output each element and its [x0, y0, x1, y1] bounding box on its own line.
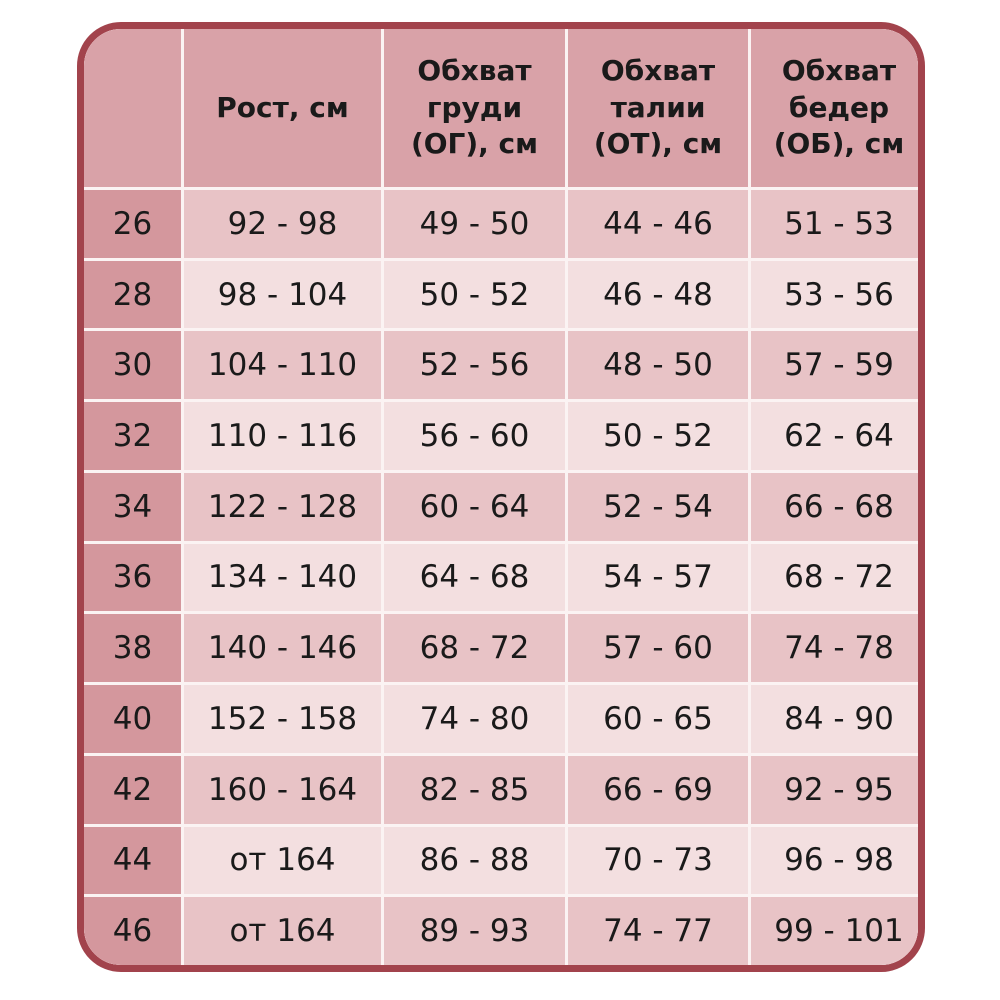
table-cell: 68 - 72 — [384, 614, 565, 683]
size-cell: 30 — [84, 331, 181, 400]
table-cell: 51 - 53 — [751, 190, 918, 258]
table-cell: 74 - 80 — [384, 685, 565, 753]
size-cell: 46 — [84, 897, 181, 965]
header-line: (ОБ), см — [773, 127, 905, 161]
table-cell: 68 - 72 — [751, 543, 918, 612]
table-cell: 110 - 116 — [184, 402, 381, 470]
size-cell: 34 — [84, 472, 181, 541]
size-cell: 38 — [84, 614, 181, 683]
table-cell: 104 - 110 — [184, 331, 381, 400]
size-cell: 44 — [84, 826, 181, 895]
header-line: Рост, см — [216, 90, 349, 124]
header-line: Обхват — [417, 54, 532, 88]
header-line: (ОГ), см — [410, 127, 539, 161]
table-cell: 48 - 50 — [568, 331, 748, 400]
table-cell: 62 - 64 — [751, 402, 918, 470]
table-cell: 92 - 98 — [184, 190, 381, 258]
header-corner — [84, 29, 181, 187]
table-cell: 54 - 57 — [568, 543, 748, 612]
table-cell: от 164 — [184, 897, 381, 965]
table-cell: 140 - 146 — [184, 614, 381, 683]
table-cell: 60 - 65 — [568, 685, 748, 753]
table-cell: 53 - 56 — [751, 260, 918, 329]
column-header: Рост, см — [184, 29, 381, 187]
table-cell: 134 - 140 — [184, 543, 381, 612]
table-cell: 44 - 46 — [568, 190, 748, 258]
table-cell: 52 - 56 — [384, 331, 565, 400]
column-header: Обхват груди (ОГ), см — [384, 29, 565, 187]
table-cell: 84 - 90 — [751, 685, 918, 753]
table-cell: 64 - 68 — [384, 543, 565, 612]
size-chart-frame: Рост, см Обхват груди (ОГ), см Обхват талии (О… — [77, 22, 925, 972]
column-header: Обхват талии (ОТ), см — [568, 29, 748, 187]
table-cell: 89 - 93 — [384, 897, 565, 965]
table-cell: 52 - 54 — [568, 472, 748, 541]
table-cell: 50 - 52 — [384, 260, 565, 329]
table-cell: 74 - 78 — [751, 614, 918, 683]
table-cell: 98 - 104 — [184, 260, 381, 329]
table-cell: 57 - 59 — [751, 331, 918, 400]
size-cell: 28 — [84, 260, 181, 329]
table-cell: 70 - 73 — [568, 826, 748, 895]
table-cell: 50 - 52 — [568, 402, 748, 470]
size-cell: 26 — [84, 190, 181, 258]
header-line: бедер — [788, 90, 890, 124]
size-cell: 40 — [84, 685, 181, 753]
table-cell: 122 - 128 — [184, 472, 381, 541]
table-cell: 74 - 77 — [568, 897, 748, 965]
size-table: Рост, см Обхват груди (ОГ), см Обхват талии (О… — [84, 29, 918, 965]
size-cell: 32 — [84, 402, 181, 470]
size-cell: 42 — [84, 755, 181, 824]
size-cell: 36 — [84, 543, 181, 612]
header-line: груди — [426, 90, 523, 124]
table-cell: 49 - 50 — [384, 190, 565, 258]
header-line: талии — [610, 90, 706, 124]
table-cell: 99 - 101 — [751, 897, 918, 965]
table-cell: 56 - 60 — [384, 402, 565, 470]
table-cell: 92 - 95 — [751, 755, 918, 824]
table-cell: 96 - 98 — [751, 826, 918, 895]
header-line: Обхват — [781, 54, 897, 88]
table-cell: 46 - 48 — [568, 260, 748, 329]
table-cell: 66 - 69 — [568, 755, 748, 824]
table-cell: 82 - 85 — [384, 755, 565, 824]
header-line: (ОТ), см — [593, 127, 723, 161]
table-cell: 152 - 158 — [184, 685, 381, 753]
table-cell: 66 - 68 — [751, 472, 918, 541]
table-cell: 160 - 164 — [184, 755, 381, 824]
column-header: Обхват бедер (ОБ), см — [751, 29, 918, 187]
table-cell: от 164 — [184, 826, 381, 895]
table-cell: 57 - 60 — [568, 614, 748, 683]
header-line: Обхват — [600, 54, 716, 88]
table-cell: 86 - 88 — [384, 826, 565, 895]
table-cell: 60 - 64 — [384, 472, 565, 541]
